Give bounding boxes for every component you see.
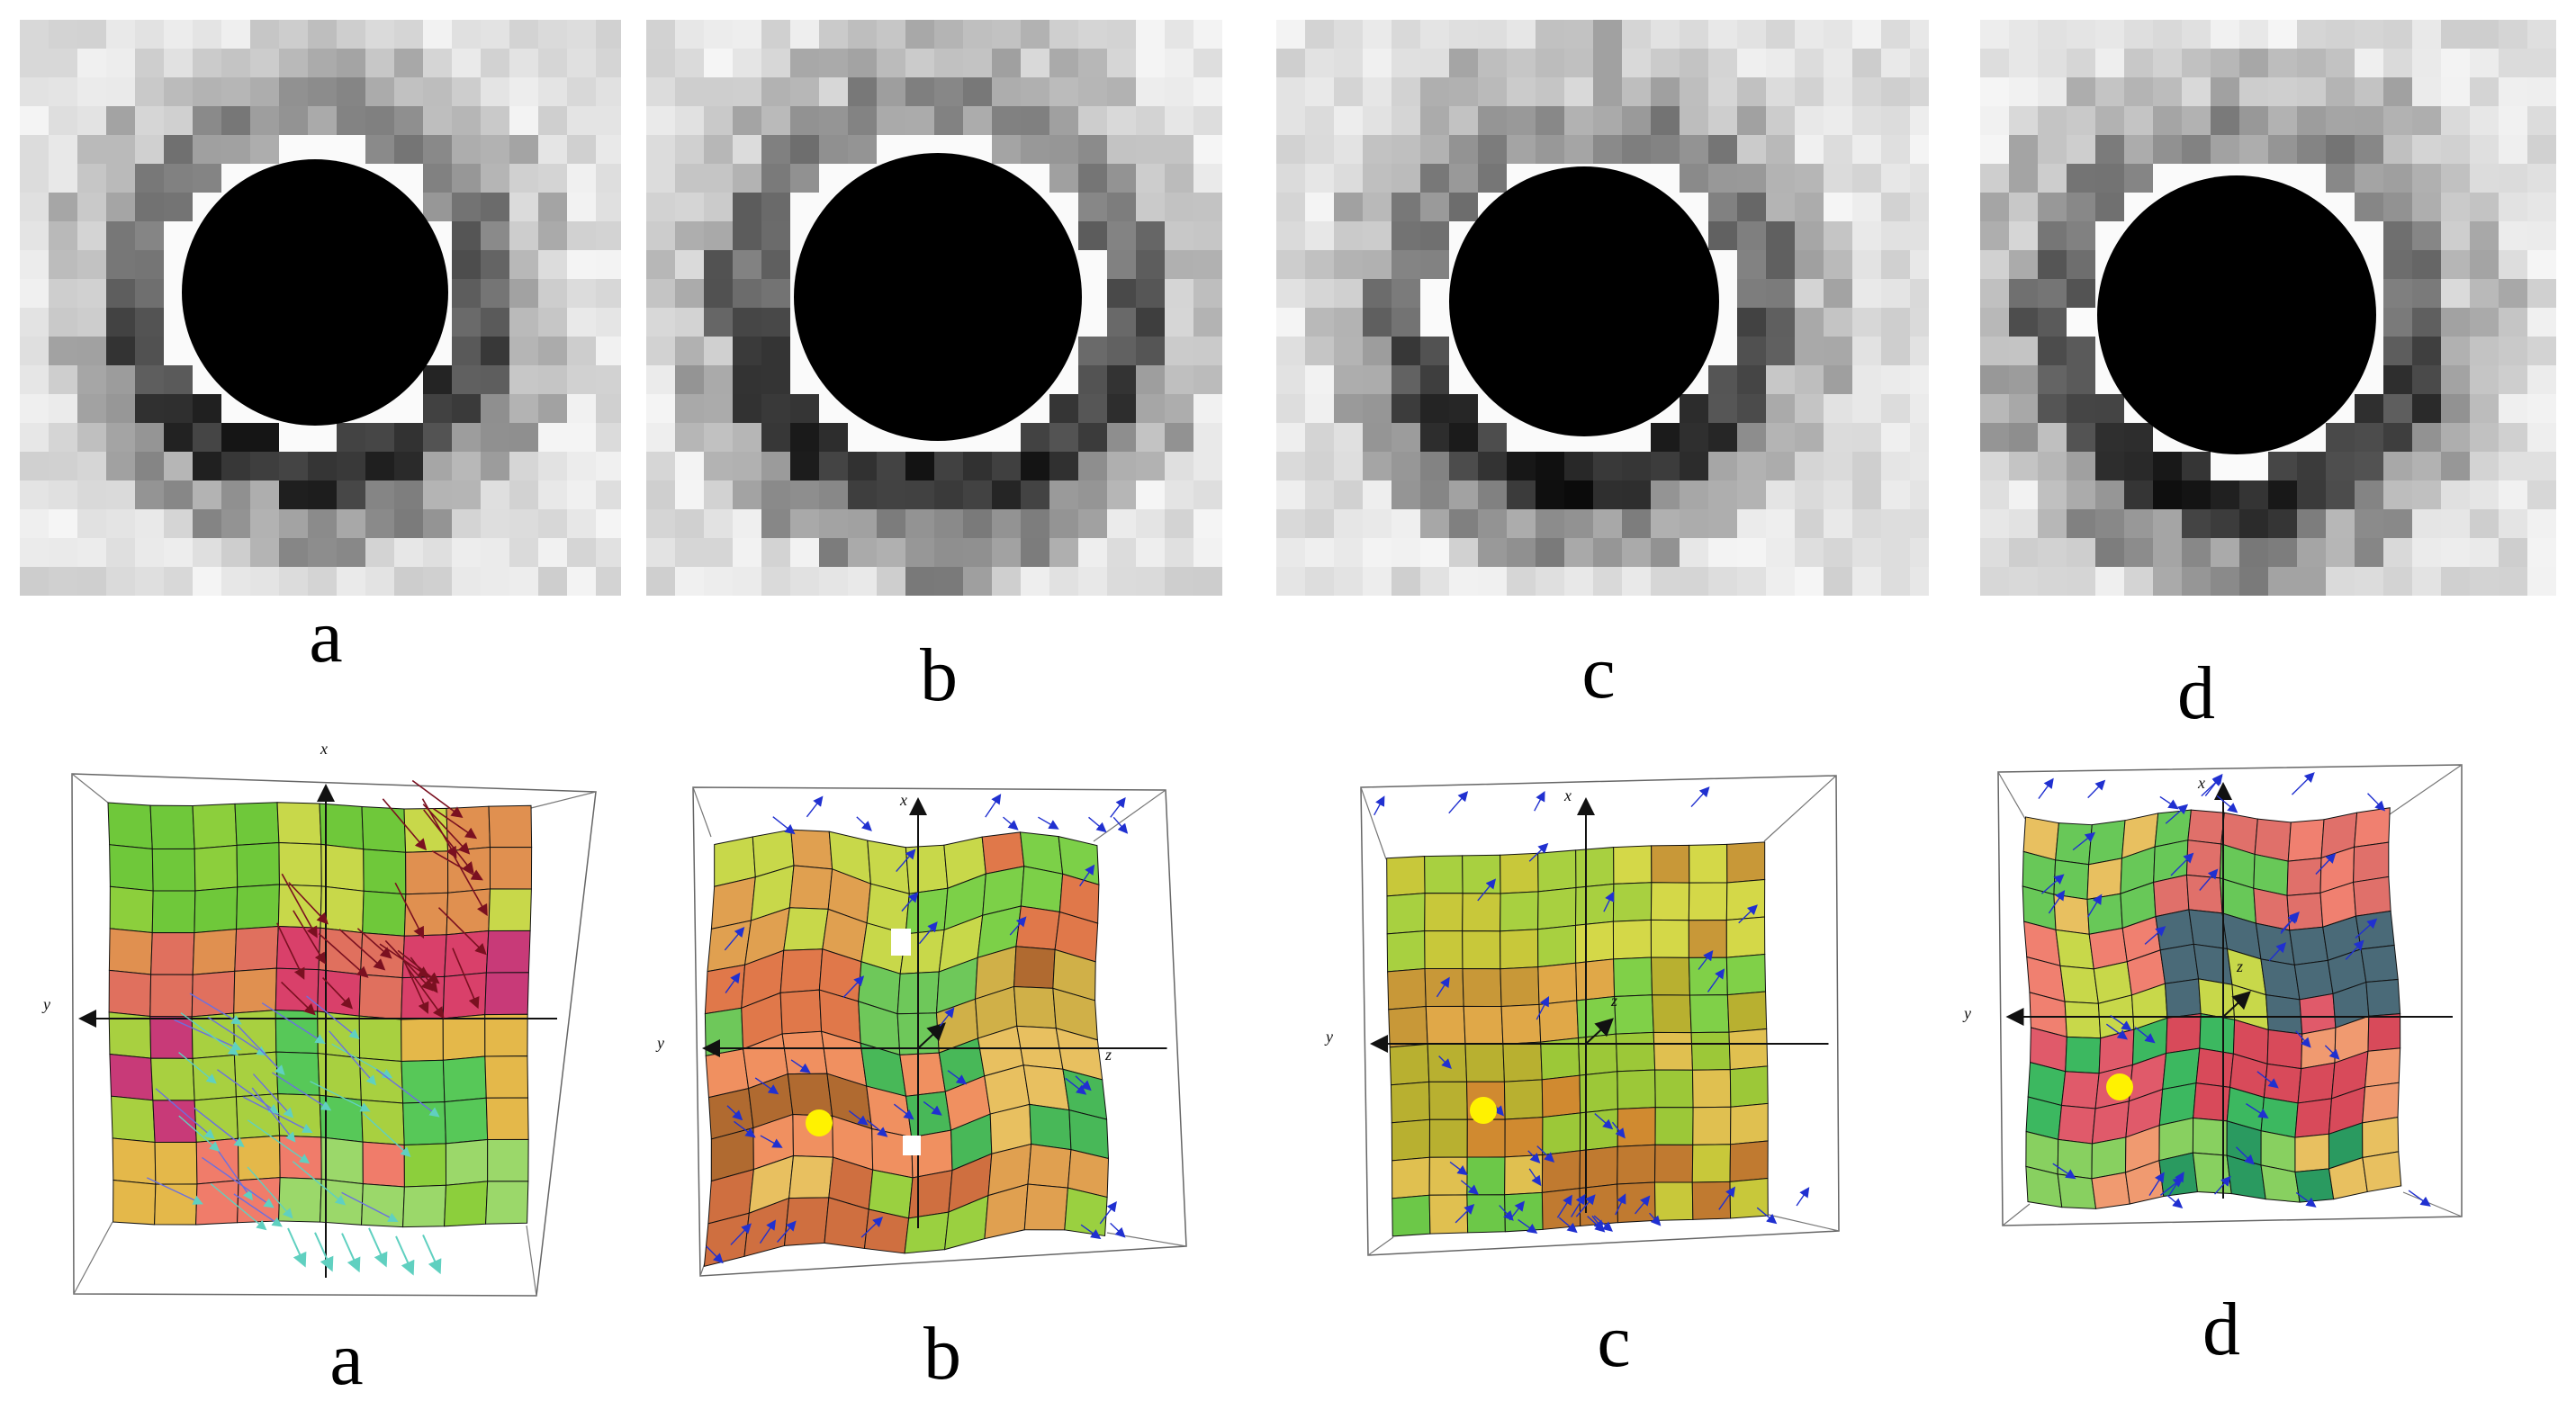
mesh-panel-a <box>71 773 597 1297</box>
mesh-d-x-label: x <box>2197 774 2205 792</box>
mesh-d-z-label: z <box>2236 957 2243 975</box>
top-label-a: a <box>309 595 342 678</box>
top-image-c <box>1276 20 1929 596</box>
top-image-d <box>1980 20 2556 596</box>
mesh-a-vectors <box>146 779 488 1276</box>
mesh-a-y-label: y <box>41 995 50 1013</box>
bottom-mesh-row <box>71 764 2463 1297</box>
mesh-b-axes <box>702 797 1167 1228</box>
mesh-b-y-label: y <box>655 1034 664 1052</box>
hole-b <box>794 153 1082 441</box>
top-label-d: d <box>2177 651 2215 735</box>
top-label-b: b <box>920 633 958 717</box>
mesh-a-cells <box>107 802 533 1228</box>
mesh-d-cells <box>2022 807 2402 1209</box>
mesh-a-axes <box>78 784 557 1278</box>
mesh-d-y-label: y <box>1962 1004 1971 1022</box>
mesh-d-bounding-box <box>1997 764 2463 1226</box>
bottom-label-a: a <box>329 1317 363 1401</box>
mesh-c-marker-dot <box>1470 1097 1497 1124</box>
mesh-b-vectors <box>706 794 1129 1264</box>
mesh-panel-c <box>1360 775 1840 1256</box>
hole-c <box>1449 166 1719 436</box>
mesh-b-gap <box>903 1136 921 1155</box>
mesh-b-gap <box>891 929 911 956</box>
mesh-c-axes <box>1370 797 1829 1213</box>
bottom-label-b: b <box>923 1312 961 1396</box>
hole-d <box>2097 175 2376 454</box>
top-label-c: c <box>1581 631 1615 714</box>
mesh-panel-b <box>692 786 1187 1277</box>
mesh-c-y-label: y <box>1324 1028 1333 1046</box>
top-image-b <box>646 20 1222 596</box>
mesh-c-x-label: x <box>1563 786 1572 804</box>
mesh-d-marker-dot <box>2106 1073 2133 1100</box>
mesh-c-bounding-box <box>1360 775 1840 1256</box>
mesh-c-z-label: z <box>1610 992 1617 1010</box>
mesh-d-vectors <box>2038 772 2431 1209</box>
bottom-label-c: c <box>1597 1299 1630 1383</box>
mesh-a-bounding-box <box>71 773 597 1297</box>
mesh-c-vectors <box>1374 786 1810 1234</box>
top-image-a <box>20 20 621 596</box>
mesh-b-z-label: z <box>1104 1046 1112 1064</box>
mesh-b-marker-dot <box>806 1109 833 1136</box>
bottom-label-d: d <box>2202 1288 2240 1371</box>
mesh-b-x-label: x <box>899 791 907 809</box>
top-image-row <box>20 20 2556 596</box>
mesh-d-axes <box>2005 782 2453 1199</box>
mesh-c-cells <box>1386 841 1769 1237</box>
mesh-panel-d <box>1997 764 2463 1226</box>
mesh-a-x-label: x <box>320 740 328 758</box>
axis-labels: x y x y z x y z x y z <box>41 740 2243 1064</box>
hole-a <box>182 159 448 426</box>
